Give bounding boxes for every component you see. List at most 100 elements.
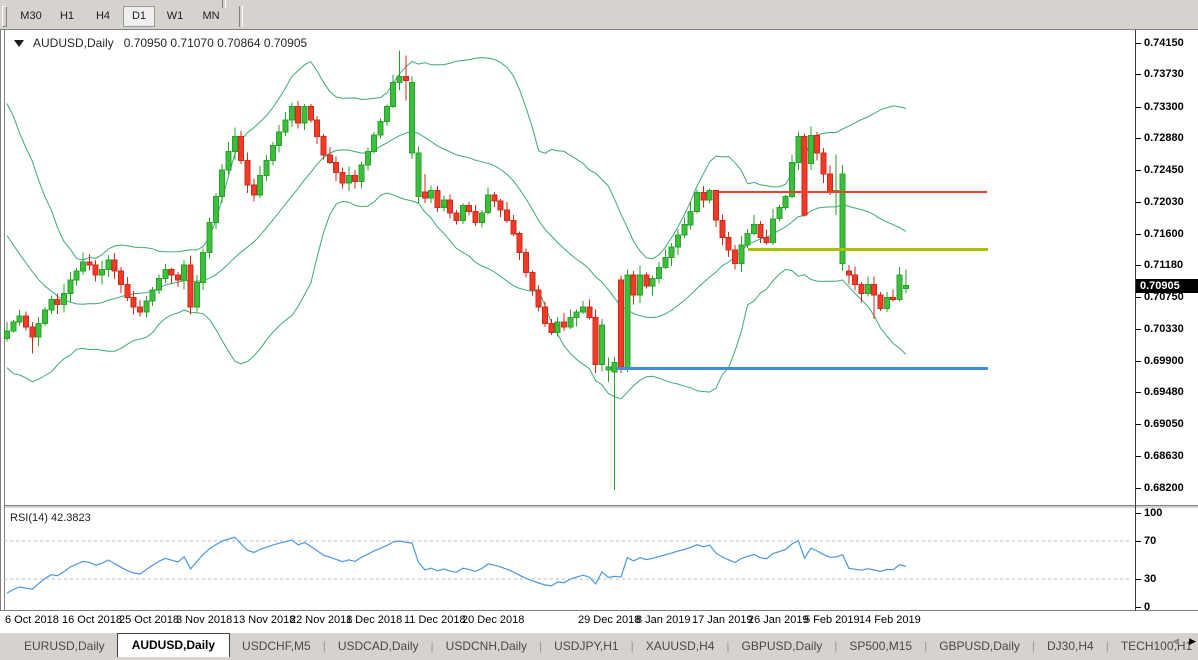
candle-bear[interactable] [307,106,314,121]
tf-button-w1[interactable]: W1 [166,10,184,22]
candle-bear[interactable] [814,135,821,154]
candle-bear[interactable] [542,306,548,324]
candle-bull[interactable] [580,306,586,313]
candle-bear[interactable] [491,194,498,202]
tf-button-h4[interactable]: H4 [95,10,111,22]
toolbar-grip[interactable] [2,6,7,27]
candle-bear[interactable] [586,306,593,318]
candle-bear[interactable] [29,326,36,338]
candle-bear[interactable] [529,272,536,291]
candle-bear[interactable] [535,289,542,308]
candle-bull[interactable] [573,311,580,318]
candle-bear[interactable] [732,249,738,265]
candle-bear[interactable] [326,154,333,164]
candle-bull[interactable] [206,222,213,253]
candle-bull[interactable] [143,300,150,313]
candle-bear[interactable] [858,284,865,295]
candle-bull[interactable] [738,244,745,265]
tf-button-h1[interactable]: H1 [59,10,75,22]
candle-bear[interactable] [820,152,827,175]
candle-bear[interactable] [826,173,833,194]
candle-bull[interactable] [162,269,169,280]
candle-bull[interactable] [675,234,681,248]
candle-bull[interactable] [599,324,605,366]
candle-bull[interactable] [396,76,403,84]
candle-bull[interactable] [902,285,909,289]
candle-bear[interactable] [352,174,359,182]
candle-bear[interactable] [124,284,131,298]
candle-bull[interactable] [225,150,232,171]
candle-bull[interactable] [706,189,713,201]
candle-bull[interactable] [67,279,74,295]
candle-bull[interactable] [377,121,384,136]
candle-bear[interactable] [700,192,707,201]
candle-bull[interactable] [795,136,802,164]
candle-bull[interactable] [181,264,188,281]
candle-bull[interactable] [16,315,23,323]
candle-bull[interactable] [212,195,219,224]
candle-bull[interactable] [269,145,276,161]
candle-bull[interactable] [694,192,700,212]
candle-bull[interactable] [390,82,397,107]
chart-tab-xauusd-h4[interactable]: XAUUSD,H4 [645,639,715,653]
candle-bull[interactable] [155,278,162,291]
candle-bull[interactable] [662,257,669,268]
candle-bear[interactable] [244,159,251,186]
candle-bull[interactable] [744,233,751,246]
candle-bull[interactable] [288,106,295,121]
candle-bear[interactable] [618,279,624,369]
candle-bull[interactable] [149,289,156,302]
candle-bear[interactable] [447,199,454,214]
candle-bull[interactable] [883,296,890,309]
candle-bear[interactable] [845,270,852,276]
candle-bear[interactable] [472,210,479,224]
candle-bull[interactable] [687,210,694,226]
candle-bull[interactable] [605,366,612,371]
candle-bear[interactable] [713,189,719,221]
candle-bear[interactable] [402,76,409,81]
candle-bear[interactable] [561,321,567,328]
candle-bull[interactable] [485,194,492,214]
candle-bull[interactable] [219,169,226,197]
candle-bear[interactable] [801,136,808,216]
candle-bear[interactable] [117,270,124,286]
candle-bear[interactable] [23,315,29,328]
candle-bear[interactable] [174,274,181,281]
candle-bear[interactable] [92,264,99,276]
candle-bear[interactable] [852,274,859,286]
candle-bear[interactable] [238,136,245,161]
candle-bear[interactable] [339,171,346,184]
candle-bear[interactable] [187,264,194,308]
candle-bull[interactable] [10,321,17,332]
chart-tab-audusd-daily[interactable]: AUDUSD,Daily [116,633,231,657]
candle-bear[interactable] [111,259,118,272]
candle-bull[interactable] [80,261,86,272]
candle-bull[interactable] [782,195,789,209]
candle-bull[interactable] [231,136,238,152]
tf-button-mn[interactable]: MN [202,10,220,22]
candle-bull[interactable] [839,173,846,265]
candle-bull[interactable] [567,317,574,328]
candle-bull[interactable] [105,259,112,271]
chart-tab-usdchf-m5[interactable]: USDCHF,M5 [242,639,311,653]
candle-bull[interactable] [263,159,270,176]
candle-bear[interactable] [719,219,726,239]
chart-tab-tech100-h1[interactable]: TECH100,H1 [1120,639,1193,653]
price-axis-column[interactable]: 0.74150 0.73730 0.73300 0.72880 0.72450 0.720… [1136,30,1198,613]
candle-bear[interactable] [130,296,137,308]
tf-button-d1[interactable]: D1 [123,6,155,27]
candle-bull[interactable] [668,246,675,259]
candle-bull[interactable] [282,119,289,133]
candle-bear[interactable] [757,224,764,238]
chart-tab-eurusd-daily[interactable]: EURUSD,Daily [24,639,105,653]
candle-bull[interactable] [371,134,378,152]
tf-button-m30[interactable]: M30 [20,10,42,22]
date-axis[interactable] [0,611,1198,632]
candle-bull[interactable] [358,164,365,182]
candle-bull[interactable] [637,274,643,296]
candle-bear[interactable] [871,284,878,296]
candle-bull[interactable] [415,152,422,197]
chart-tab-sp500-m15[interactable]: SP500,M15 [849,639,913,653]
candle-bear[interactable] [421,191,428,199]
candle-bear[interactable] [86,261,93,266]
